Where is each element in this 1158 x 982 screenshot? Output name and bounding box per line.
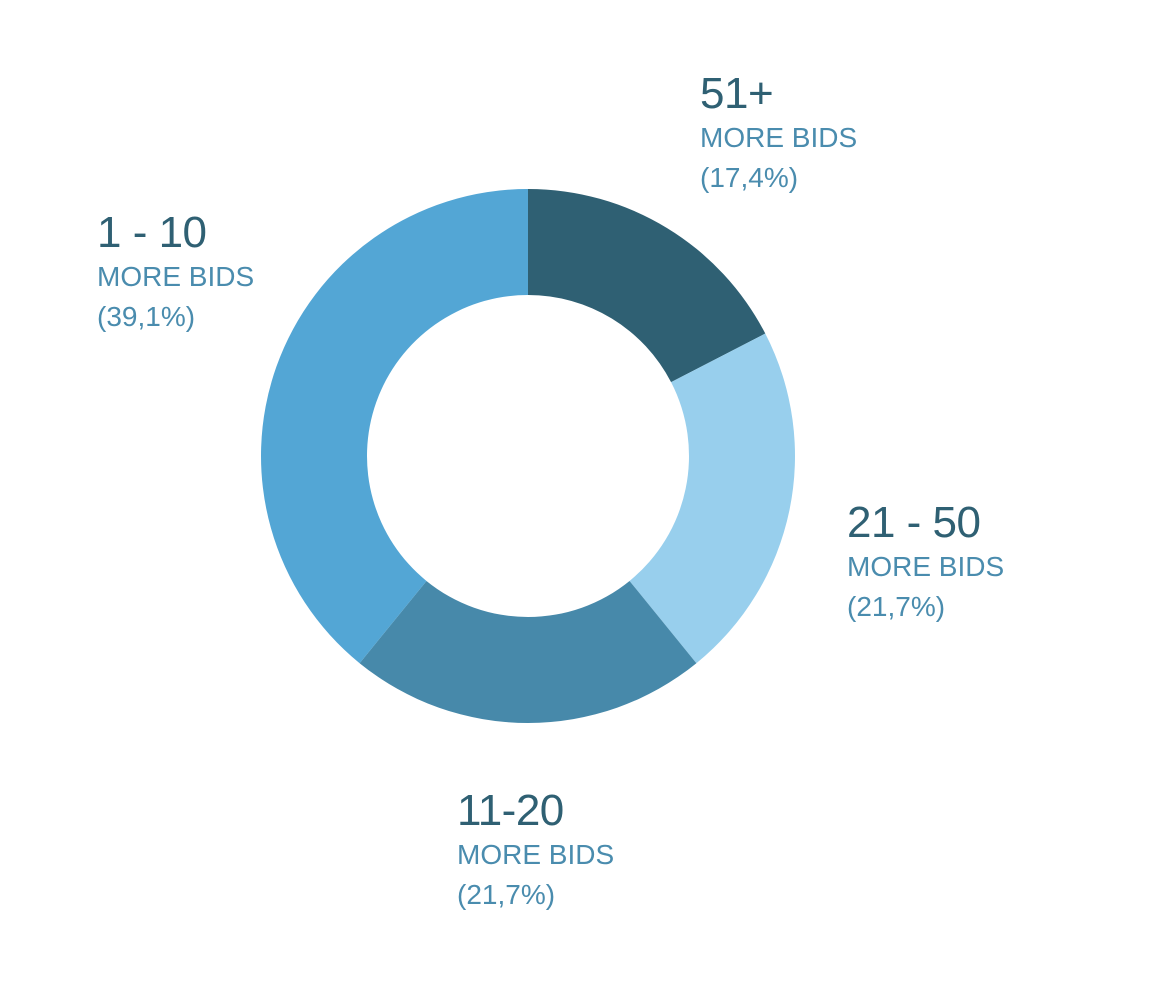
slice-percent-label: (21,7%): [847, 591, 946, 622]
slice-range-label: 51+: [700, 69, 774, 118]
slice-sub-label: MORE BIDS: [97, 261, 255, 292]
slice-label-21-50: 21 - 50 MORE BIDS (21,7%): [847, 501, 1004, 621]
slice-label-11-20: 11-20 MORE BIDS (21,7%): [457, 789, 614, 909]
slice-percent-label: (39,1%): [97, 301, 196, 332]
slice-percent-label: (17,4%): [700, 162, 799, 193]
slice-range-label: 21 - 50: [847, 498, 981, 547]
donut-slice-1-10: [260, 189, 528, 664]
slice-range-label: 11-20: [457, 786, 564, 835]
slice-label-51-plus: 51+ MORE BIDS (17,4%): [700, 72, 857, 192]
donut-slices: [260, 189, 795, 723]
slice-range-label: 1 - 10: [97, 208, 207, 257]
slice-percent-label: (21,7%): [457, 879, 556, 910]
donut-slice-11-20: [359, 580, 697, 723]
slice-sub-label: MORE BIDS: [457, 839, 615, 870]
slice-sub-label: MORE BIDS: [847, 551, 1005, 582]
donut-slice-51-plus: [528, 189, 766, 383]
donut-slice-21-50: [629, 333, 795, 664]
slice-sub-label: MORE BIDS: [700, 122, 858, 153]
slice-label-1-10: 1 - 10 MORE BIDS (39,1%): [97, 211, 254, 331]
